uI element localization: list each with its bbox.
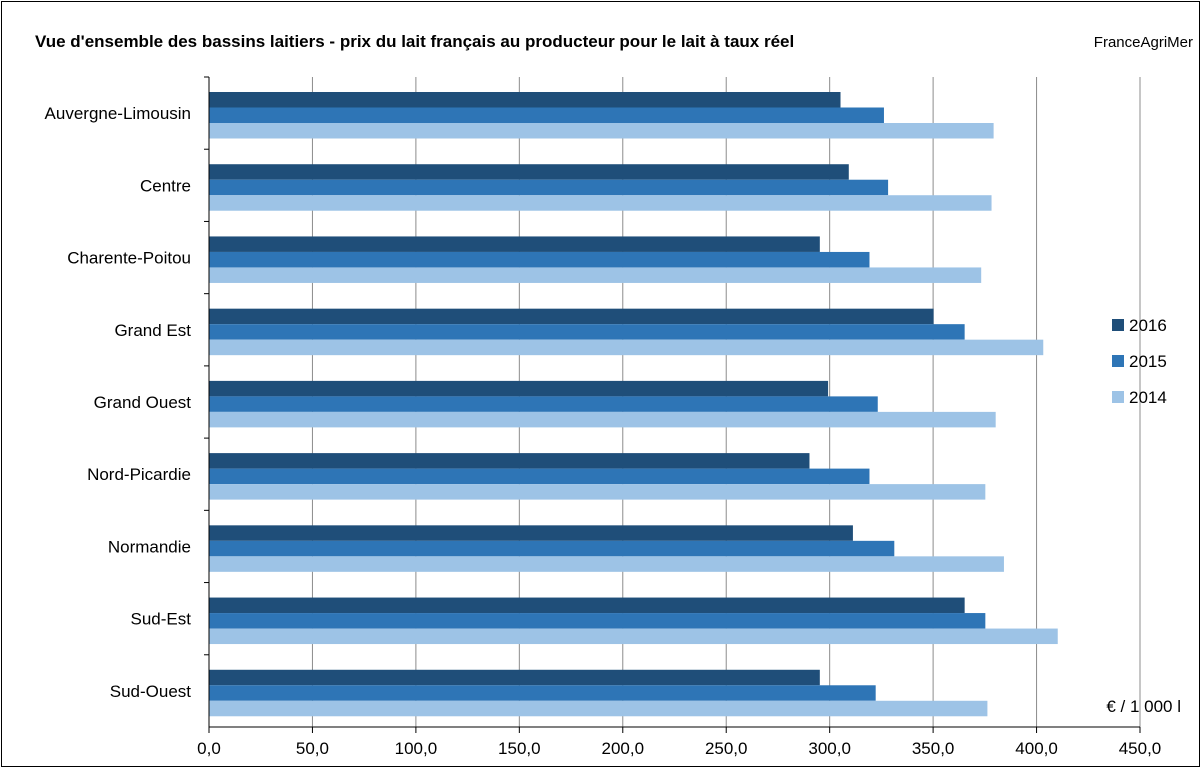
legend-label: 2014	[1129, 388, 1167, 407]
category-label: Grand Est	[114, 321, 191, 340]
legend-swatch	[1112, 391, 1124, 403]
bar-2014	[209, 267, 982, 283]
bar-2016	[209, 669, 820, 686]
bar-2014	[209, 339, 1044, 356]
legend: 2016 2015 2014	[1112, 316, 1167, 407]
bar-2015	[209, 540, 895, 557]
bar-2016	[209, 597, 965, 614]
bar-2015	[209, 685, 876, 701]
x-tick-label: 0,0	[197, 739, 221, 758]
bar-2016	[209, 453, 810, 469]
bar-2014	[209, 123, 994, 139]
bar-2014	[209, 556, 1004, 572]
axes	[204, 76, 1141, 733]
source-label: FranceAgriMer	[1093, 34, 1193, 51]
x-tick-label: 50,0	[296, 739, 329, 758]
category-label: Normandie	[108, 537, 191, 556]
bar-2016	[209, 380, 829, 397]
bar-2014	[209, 195, 992, 211]
bar-2015	[209, 179, 889, 196]
bar-2016	[209, 236, 820, 252]
chart-title: Vue d'ensemble des bassins laitiers - pr…	[35, 32, 795, 51]
category-label: Grand Ouest	[94, 393, 192, 412]
x-tick-label: 200,0	[602, 739, 645, 758]
bar-2015	[209, 251, 870, 268]
bar-2014	[209, 628, 1058, 645]
legend-label: 2015	[1129, 352, 1167, 371]
bar-2015	[209, 396, 878, 412]
bar-2016	[209, 164, 849, 180]
x-tick-label: 250,0	[705, 739, 748, 758]
bar-2016	[209, 308, 934, 325]
bar-2015	[209, 107, 884, 123]
x-tick-labels: 0,0 50,0 100,0 150,0 200,0 250,0 300,0 350,0 400…	[197, 739, 1161, 758]
bar-2015	[209, 468, 870, 485]
bar-2016	[209, 525, 853, 541]
legend-swatch	[1112, 319, 1124, 331]
category-label: Nord-Picardie	[87, 465, 191, 484]
legend-swatch	[1112, 355, 1124, 367]
category-label: Sud-Ouest	[110, 682, 192, 701]
x-tick-label: 450,0	[1119, 739, 1162, 758]
x-tick-label: 150,0	[498, 739, 541, 758]
bar-2014	[209, 484, 986, 500]
bar-2015	[209, 613, 986, 629]
category-label: Auvergne-Limousin	[45, 104, 191, 123]
category-label: Sud-Est	[131, 610, 192, 629]
bars	[209, 92, 1058, 717]
bar-2016	[209, 92, 841, 108]
bar-2014	[209, 411, 996, 428]
category-label: Centre	[140, 176, 191, 195]
category-label: Charente-Poitou	[67, 249, 191, 268]
x-tick-label: 350,0	[912, 739, 955, 758]
legend-label: 2016	[1129, 316, 1167, 335]
x-tick-label: 300,0	[808, 739, 851, 758]
category-labels: Auvergne-Limousin Centre Charente-Poitou Gr…	[45, 104, 192, 701]
unit-label: € / 1 000 l	[1106, 697, 1181, 716]
bar-2014	[209, 700, 988, 717]
bar-2015	[209, 324, 965, 340]
x-tick-label: 100,0	[395, 739, 438, 758]
x-tick-label: 400,0	[1015, 739, 1058, 758]
